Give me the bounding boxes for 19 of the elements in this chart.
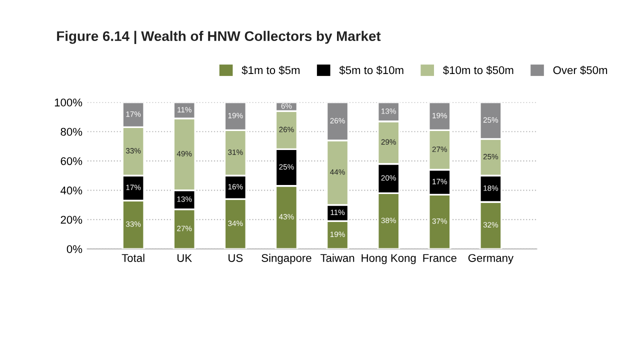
legend-label: $1m to $5m xyxy=(242,66,300,75)
x-tick-label: Total xyxy=(122,254,144,262)
x-tick-label: Singapore xyxy=(262,254,312,264)
x-tick-label: US xyxy=(228,254,243,262)
y-tick-label: 100% xyxy=(54,98,82,106)
x-tick-label: Hong Kong xyxy=(362,254,416,264)
chart-title: Figure 6.14 | Wealth of HNW Collectors by Market xyxy=(57,30,381,44)
y-tick-label: 40% xyxy=(60,186,82,194)
y-tick-label: 80% xyxy=(60,128,82,136)
legend-label: $5m to $10m xyxy=(339,66,404,75)
x-tick-label: UK xyxy=(178,254,192,262)
x-tick-label: France xyxy=(423,254,456,262)
y-tick-label: 20% xyxy=(60,216,82,224)
y-tick-label: 0% xyxy=(66,245,82,254)
y-tick-label: 60% xyxy=(60,157,82,166)
x-tick-label: Germany xyxy=(468,254,514,264)
x-tick-label: Taiwan xyxy=(320,254,354,262)
legend-label: Over $50m xyxy=(553,66,608,75)
legend-label: $10m to $50m xyxy=(443,66,514,75)
